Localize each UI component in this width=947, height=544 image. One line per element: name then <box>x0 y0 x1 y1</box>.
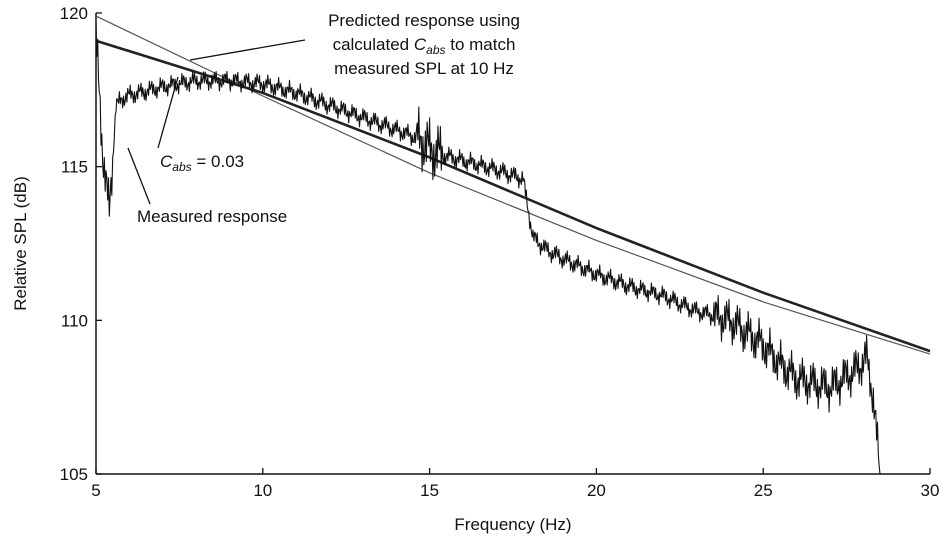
series-layer <box>95 15 931 475</box>
x-axis-label: Frequency (Hz) <box>454 515 571 534</box>
annotation-measured-leader <box>127 147 151 205</box>
annotation-measured-text: Measured response <box>137 207 287 226</box>
annotation-cabs-text: Cabs = 0.03 <box>160 152 244 174</box>
x-tick-label: 25 <box>754 481 773 500</box>
y-ticks: 105 110 115 120 <box>60 4 102 484</box>
annotation-measured: Measured response <box>127 147 287 226</box>
plot-frame <box>95 13 930 475</box>
y-tick-label: 120 <box>60 4 88 23</box>
annotation-predicted-line-3: measured SPL at 10 Hz <box>334 59 514 78</box>
series-line-3 <box>95 22 881 475</box>
y-tick-label: 110 <box>61 311 88 330</box>
y-tick-label: 105 <box>60 465 88 484</box>
x-tick-label: 30 <box>921 481 940 500</box>
y-axis-label: Relative SPL (dB) <box>11 176 30 310</box>
x-ticks: 5 10 15 20 25 30 <box>91 468 939 500</box>
y-tick-label: 115 <box>61 158 88 177</box>
series-line-2 <box>95 39 931 353</box>
x-tick-label: 10 <box>253 481 272 500</box>
x-tick-label: 20 <box>587 481 606 500</box>
annotation-predicted-leader <box>189 39 306 61</box>
annotation-predicted: Predicted response using calculated Cabs… <box>189 11 520 78</box>
x-tick-label: 15 <box>420 481 439 500</box>
x-tick-label: 5 <box>91 481 100 500</box>
annotation-cabs-leader <box>157 76 179 149</box>
annotation-predicted-line-2: calculated Cabs to match <box>333 35 516 57</box>
annotation-predicted-line-1: Predicted response using <box>328 11 520 30</box>
annotation-cabs: Cabs = 0.03 <box>157 76 244 174</box>
